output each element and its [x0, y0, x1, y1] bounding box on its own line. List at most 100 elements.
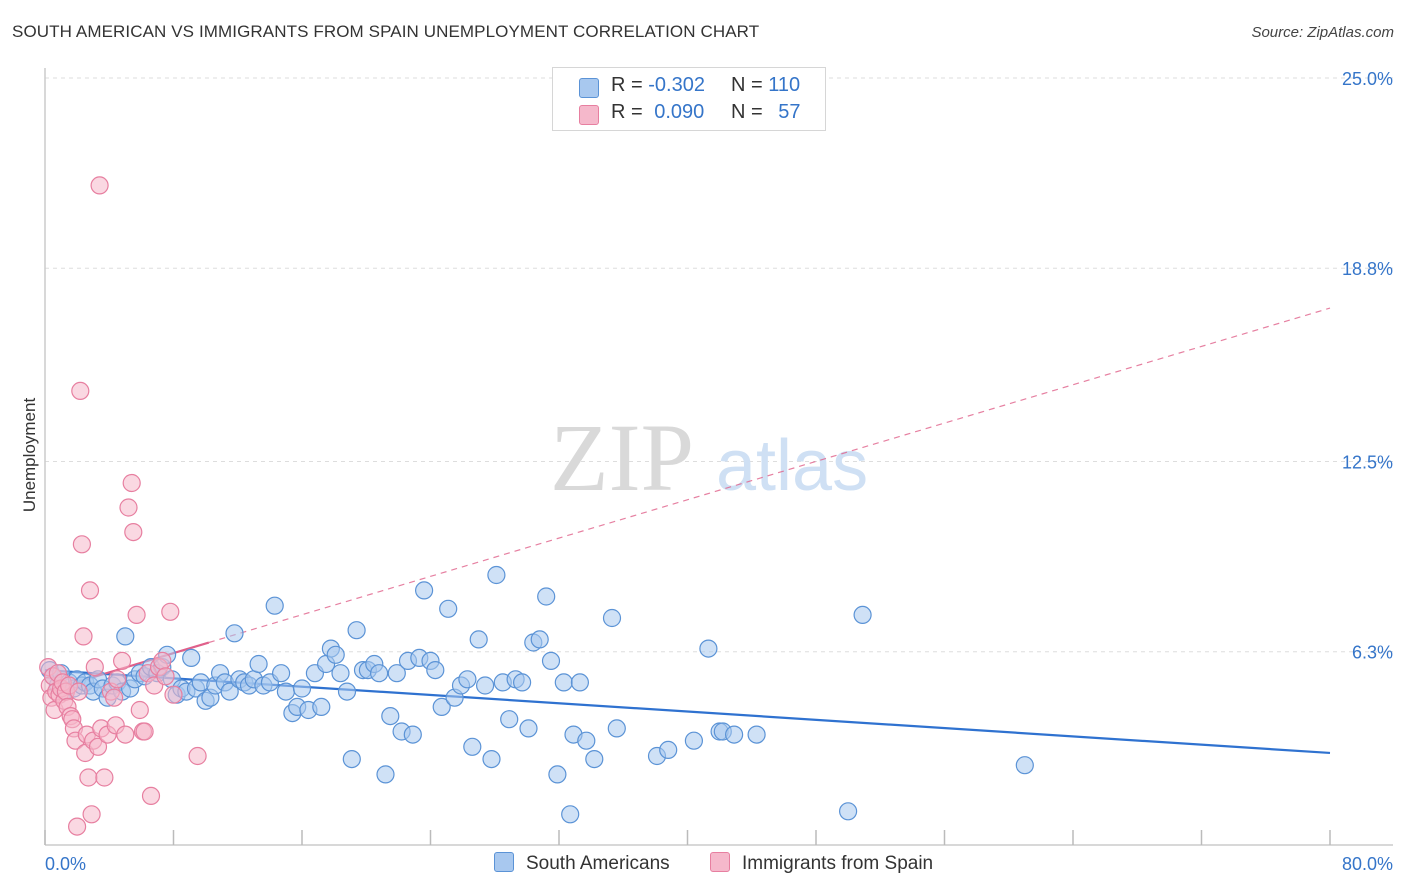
south-american-point — [607, 719, 626, 738]
south-american-point — [724, 725, 744, 744]
legend-n-value: 110 — [768, 74, 801, 96]
series-swatch-pink — [710, 852, 730, 872]
immigrant-from-spain-point — [74, 627, 93, 646]
south-american-point — [458, 670, 477, 689]
immigrant-from-spain-point — [82, 805, 101, 824]
immigrant-from-spain-point — [164, 685, 183, 704]
south-american-point — [570, 673, 590, 692]
south-american-point — [500, 710, 519, 729]
south-american-point — [292, 679, 312, 698]
immigrant-from-spain-point — [141, 786, 161, 806]
watermark: ZIP atlas — [550, 404, 868, 511]
south-american-point — [537, 587, 556, 606]
south-american-point — [747, 725, 766, 744]
south-american-point — [312, 697, 331, 717]
series-legend-item-south-americans[interactable]: South Americans — [494, 852, 670, 875]
south-american-point — [469, 630, 488, 649]
legend-r: R = -0.302 — [611, 74, 705, 97]
south-american-point — [463, 737, 482, 756]
immigrant-from-spain-point — [72, 535, 92, 554]
south-american-point — [403, 725, 422, 744]
series-legend-label: South Americans — [526, 853, 670, 874]
south-american-point — [541, 651, 561, 671]
legend-r-value: 0.090 — [654, 101, 705, 123]
immigrant-from-spain-point — [135, 722, 154, 741]
series-legend: South Americans Immigrants from Spain — [0, 852, 1406, 878]
south-american-point — [116, 627, 135, 646]
immigrant-from-spain-point — [71, 381, 90, 400]
points-layer — [39, 176, 1034, 836]
south-american-point — [585, 749, 604, 769]
legend-swatch-blue — [579, 78, 599, 98]
south-american-point — [220, 682, 239, 701]
south-american-point — [684, 731, 704, 750]
south-american-point — [415, 581, 434, 600]
immigrant-from-spain-point — [119, 498, 138, 517]
x-tick-label-max: 80.0% — [1342, 854, 1393, 874]
legend-n-label: N = — [731, 74, 763, 96]
series-swatch-blue — [494, 852, 514, 872]
x-tick-label-min: 0.0% — [45, 854, 86, 874]
legend-n-value: 57 — [778, 101, 801, 123]
south-american-point — [331, 664, 350, 683]
legend-r: R = 0.090 — [611, 101, 704, 124]
immigrant-from-spain-point — [153, 651, 172, 671]
south-american-point — [838, 802, 858, 821]
south-american-point — [476, 676, 495, 695]
immigrant-from-spain-point — [95, 768, 114, 787]
south-american-point — [225, 624, 244, 643]
south-american-point — [853, 605, 872, 625]
immigrant-from-spain-point — [69, 682, 88, 701]
south-american-point — [699, 639, 718, 658]
south-american-point — [376, 765, 395, 784]
immigrant-from-spain-point — [127, 605, 146, 625]
series-legend-item-immigrants-from-spain[interactable]: Immigrants from Spain — [710, 852, 933, 875]
south-american-point — [249, 654, 268, 674]
immigrant-from-spain-point — [112, 651, 132, 671]
south-american-point — [387, 664, 406, 683]
legend-r-label: R = — [611, 101, 643, 123]
south-american-point — [487, 565, 506, 585]
y-tick-label: 25.0% — [1342, 69, 1393, 89]
immigrant-from-spain-point — [116, 725, 135, 744]
south-american-point — [482, 749, 501, 769]
south-american-point — [439, 599, 458, 618]
immigrant-from-spain-point — [188, 746, 207, 766]
south-american-point — [272, 664, 291, 683]
south-american-point — [432, 697, 451, 717]
y-tick-label: 6.3% — [1352, 643, 1393, 663]
immigrant-from-spain-point — [85, 657, 104, 677]
south-american-point — [276, 682, 295, 701]
immigrant-from-spain-point — [108, 670, 127, 689]
correlation-legend: R = -0.302 N = 110 R = 0.090 N = 57 — [552, 67, 826, 131]
south-american-point — [337, 682, 357, 701]
immigrant-from-spain-point — [67, 817, 87, 836]
legend-swatch-pink — [579, 105, 599, 125]
legend-r-value: -0.302 — [648, 74, 705, 96]
series-legend-label: Immigrants from Spain — [742, 853, 934, 874]
immigrant-from-spain-point — [88, 737, 108, 756]
immigrant-from-spain-point — [161, 602, 180, 621]
south-american-point — [326, 645, 345, 664]
south-american-point — [426, 660, 445, 680]
south-american-point — [265, 596, 284, 615]
south-american-point — [554, 673, 573, 692]
south-american-point — [347, 621, 366, 640]
axis-layer — [44, 68, 1393, 846]
immigrant-from-spain-point — [122, 473, 141, 493]
legend-n: N = 110 — [731, 74, 800, 97]
south-american-point — [602, 608, 622, 628]
south-american-point — [381, 706, 400, 726]
immigrant-from-spain-point — [156, 667, 175, 686]
immigrant-from-spain-point — [130, 700, 149, 720]
legend-r-label: R = — [611, 74, 643, 96]
south-american-point — [342, 749, 361, 769]
immigrant-from-spain-point — [104, 688, 124, 707]
south-american-point — [512, 673, 532, 692]
watermark-zip: ZIP — [550, 404, 694, 511]
south-american-point — [1015, 756, 1034, 775]
south-american-point — [548, 765, 567, 784]
chart-title: SOUTH AMERICAN VS IMMIGRANTS FROM SPAIN … — [12, 22, 760, 41]
south-american-point — [370, 664, 389, 683]
immigrant-from-spain-point — [80, 581, 100, 600]
